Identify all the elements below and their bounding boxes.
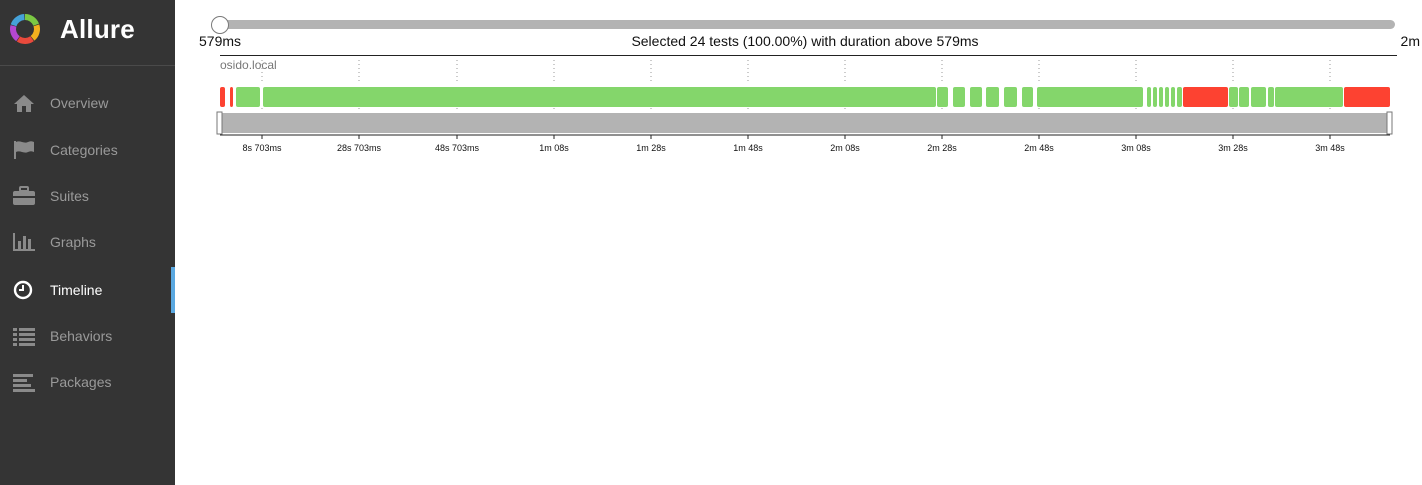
brush-handle-left[interactable] bbox=[216, 111, 223, 135]
tick-label: 28s 703ms bbox=[337, 143, 382, 153]
sidebar-item-graphs[interactable]: Graphs bbox=[0, 219, 175, 265]
duration-slider-handle[interactable] bbox=[211, 16, 229, 34]
tick-label: 3m 28s bbox=[1218, 143, 1248, 153]
sidebar-item-label: Overview bbox=[50, 95, 109, 111]
align-left-icon bbox=[13, 374, 35, 392]
sidebar-item-label: Graphs bbox=[50, 234, 96, 250]
test-bar-passed[interactable] bbox=[1171, 87, 1175, 107]
home-icon bbox=[14, 95, 34, 112]
active-indicator bbox=[171, 267, 175, 313]
tick-label: 1m 28s bbox=[636, 143, 666, 153]
sidebar-item-behaviors[interactable]: Behaviors bbox=[0, 313, 175, 359]
tick-label: 3m 08s bbox=[1121, 143, 1151, 153]
test-bar-passed[interactable] bbox=[986, 87, 999, 107]
tick-label: 1m 48s bbox=[733, 143, 763, 153]
test-bar-failed[interactable] bbox=[1183, 87, 1228, 107]
test-bar-passed[interactable] bbox=[1239, 87, 1249, 107]
brand-header[interactable]: Allure bbox=[0, 0, 175, 66]
test-bar-passed[interactable] bbox=[1159, 87, 1163, 107]
test-bar-passed[interactable] bbox=[1147, 87, 1151, 107]
test-bar-passed[interactable] bbox=[1153, 87, 1157, 107]
sidebar: Allure Overview Categories bbox=[0, 0, 175, 485]
host-label: osido.local bbox=[220, 58, 277, 72]
slider-max-label: 2m bbox=[1400, 33, 1420, 49]
test-bar-passed[interactable] bbox=[236, 87, 260, 107]
logo-segment bbox=[10, 25, 20, 42]
list-icon bbox=[13, 328, 35, 346]
test-bar-failed[interactable] bbox=[1344, 87, 1390, 107]
sidebar-item-suites[interactable]: Suites bbox=[0, 173, 175, 219]
test-bar-failed[interactable] bbox=[220, 87, 225, 107]
test-bar-passed[interactable] bbox=[1177, 87, 1182, 107]
sidebar-item-label: Suites bbox=[50, 188, 89, 204]
timeline-panel: 579ms Selected 24 tests (100.00%) with d… bbox=[175, 0, 1422, 485]
tick-label: 8s 703ms bbox=[242, 143, 282, 153]
sidebar-item-categories[interactable]: Categories bbox=[0, 127, 175, 173]
sidebar-item-label: Categories bbox=[50, 142, 118, 158]
tick-label: 48s 703ms bbox=[435, 143, 480, 153]
timeline-top-border bbox=[220, 55, 1397, 56]
sidebar-item-label: Timeline bbox=[50, 282, 103, 298]
sidebar-item-packages[interactable]: Packages bbox=[0, 359, 175, 405]
bar-chart-icon bbox=[13, 233, 35, 251]
sidebar-item-label: Packages bbox=[50, 374, 112, 390]
flag-icon bbox=[14, 141, 34, 159]
timeline-brush[interactable] bbox=[220, 113, 1390, 133]
test-bar-passed[interactable] bbox=[1268, 87, 1274, 107]
test-bar-passed[interactable] bbox=[953, 87, 965, 107]
briefcase-icon bbox=[13, 186, 35, 205]
selection-summary: Selected 24 tests (100.00%) with duratio… bbox=[631, 33, 979, 49]
test-bar-passed[interactable] bbox=[1251, 87, 1266, 107]
allure-logo-icon bbox=[10, 14, 40, 44]
tick-label: 2m 08s bbox=[830, 143, 860, 153]
logo-segment bbox=[16, 36, 34, 44]
timeline-chart: 8s 703ms 28s 703ms 48s 703ms 1m 08s 1m 28s 1m… bbox=[216, 60, 1393, 153]
test-bar-passed[interactable] bbox=[1165, 87, 1169, 107]
test-bar-passed[interactable] bbox=[1229, 87, 1238, 107]
test-bar-passed[interactable] bbox=[1004, 87, 1017, 107]
logo-segment bbox=[24, 14, 40, 27]
slider-min-label: 579ms bbox=[199, 33, 242, 49]
sidebar-item-overview[interactable]: Overview bbox=[0, 80, 175, 126]
test-bar-passed[interactable] bbox=[1022, 87, 1033, 107]
brand-name: Allure bbox=[60, 14, 135, 44]
test-bar-passed[interactable] bbox=[1275, 87, 1343, 107]
test-bar-failed[interactable] bbox=[230, 87, 233, 107]
sidebar-item-label: Behaviors bbox=[50, 328, 113, 344]
sidebar-item-timeline[interactable]: Timeline bbox=[0, 267, 175, 313]
test-bar-passed[interactable] bbox=[1037, 87, 1143, 107]
brush-handle-right[interactable] bbox=[1386, 111, 1393, 135]
tick-label: 3m 48s bbox=[1315, 143, 1345, 153]
duration-slider-track[interactable] bbox=[220, 20, 1395, 29]
test-bar-passed[interactable] bbox=[263, 87, 936, 107]
test-bar-passed[interactable] bbox=[970, 87, 982, 107]
logo-segment bbox=[10, 14, 25, 27]
clock-icon bbox=[13, 280, 33, 300]
tick-label: 1m 08s bbox=[539, 143, 569, 153]
logo-segment bbox=[30, 24, 40, 41]
tick-label: 2m 28s bbox=[927, 143, 957, 153]
test-bar-passed[interactable] bbox=[937, 87, 948, 107]
tick-label: 2m 48s bbox=[1024, 143, 1054, 153]
